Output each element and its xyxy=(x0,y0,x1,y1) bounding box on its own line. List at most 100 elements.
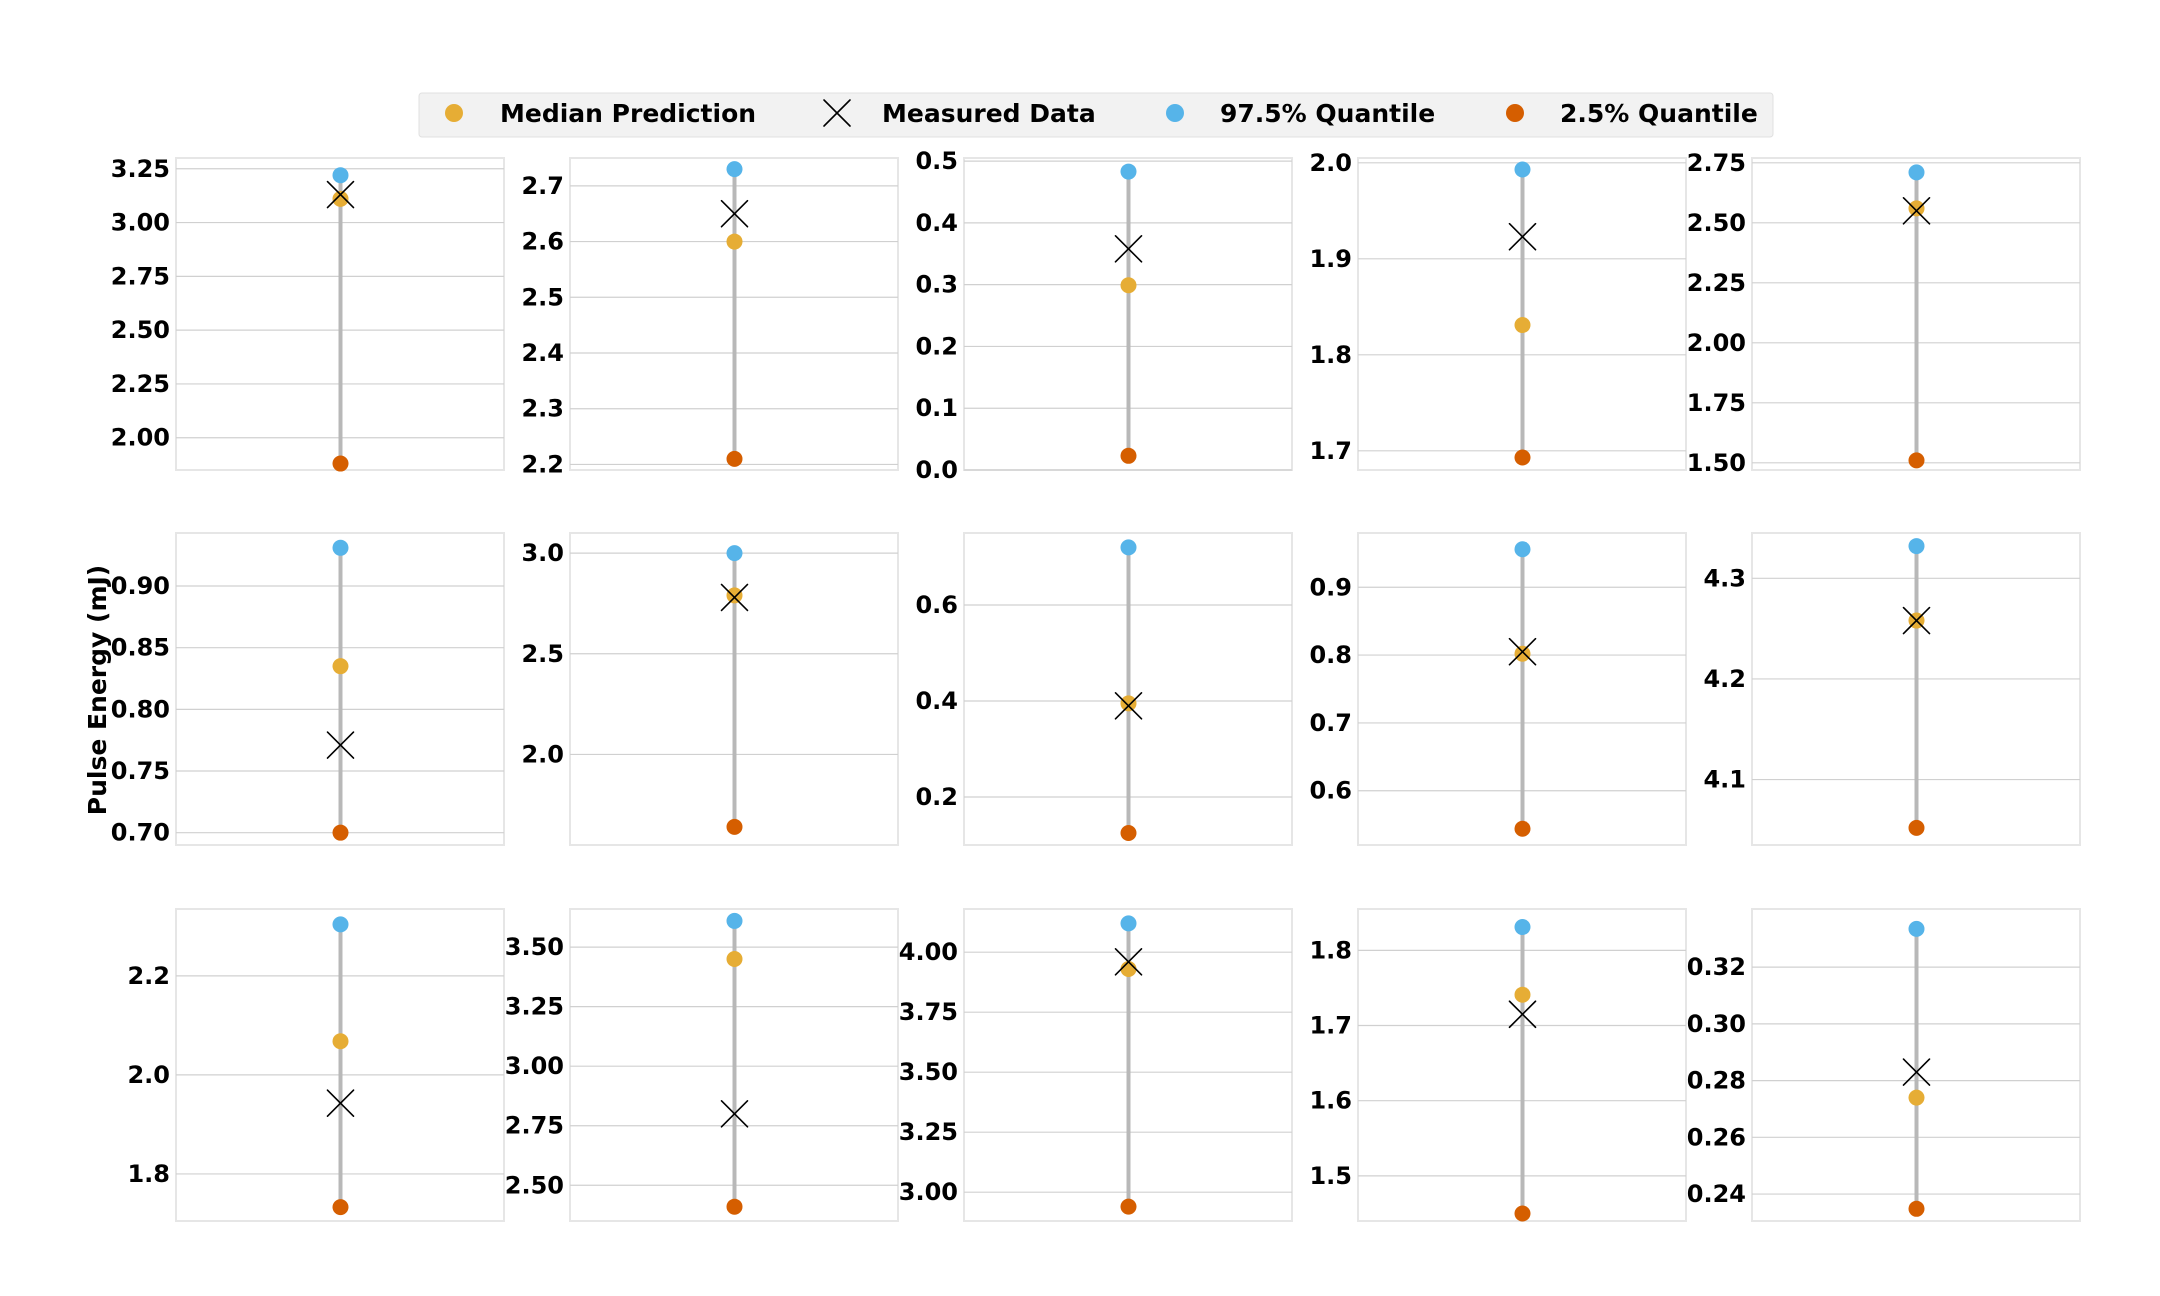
legend-box xyxy=(418,92,1774,138)
y-tick-label: 1.5 xyxy=(1309,1162,1352,1190)
q975-point xyxy=(726,545,743,562)
panel-5: 1.50 1.75 2.00 2.25 2.50 2.75 xyxy=(1687,149,2081,477)
median-point xyxy=(1514,986,1531,1003)
panel-2: 2.2 2.3 2.4 2.5 2.6 2.7 xyxy=(521,157,899,478)
y-tick-label: 0.4 xyxy=(915,209,958,237)
median-point xyxy=(332,190,349,207)
measured-point xyxy=(326,731,355,759)
y-tick-label: 2.2 xyxy=(127,962,170,990)
panel-1: 2.00 2.25 2.50 2.75 3.00 3.25 xyxy=(111,155,505,472)
y-tick-label: 2.75 xyxy=(1687,149,1746,177)
panel-3: 0.0 0.1 0.2 0.3 0.4 0.5 xyxy=(915,147,1293,484)
measured-point xyxy=(1114,691,1143,720)
y-tick-label: 0.5 xyxy=(915,147,958,175)
y-tick-label: 2.0 xyxy=(1309,149,1352,177)
measured-point xyxy=(1508,1000,1537,1029)
q025-point xyxy=(332,1199,349,1216)
y-tick-label: 1.7 xyxy=(1309,1012,1352,1040)
q975-point xyxy=(1514,161,1531,178)
q025-point xyxy=(1908,1200,1925,1217)
q025-point xyxy=(332,455,349,472)
panel-14: 1.5 1.6 1.7 1.8 xyxy=(1309,908,1687,1222)
legend-marker-q975 xyxy=(1166,104,1184,122)
legend-marker-q025 xyxy=(1506,104,1524,122)
y-tick-label: 1.9 xyxy=(1309,245,1352,273)
y-tick-label: 1.50 xyxy=(1687,449,1746,477)
legend-label-median: Median Prediction xyxy=(500,99,756,128)
y-tick-label: 1.8 xyxy=(1309,341,1352,369)
panel-9: 0.6 0.7 0.8 0.9 xyxy=(1309,532,1687,846)
q975-point xyxy=(332,916,349,933)
median-point xyxy=(726,587,743,604)
y-tick-label: 0.6 xyxy=(915,591,958,619)
y-tick-label: 3.25 xyxy=(111,155,170,183)
panel-15: 0.24 0.26 0.28 0.30 0.32 xyxy=(1687,908,2081,1222)
y-tick-label: 0.32 xyxy=(1687,953,1746,981)
y-tick-label: 3.0 xyxy=(521,539,564,567)
y-tick-label: 4.00 xyxy=(899,938,958,966)
y-tick-label: 1.6 xyxy=(1309,1087,1352,1115)
measured-point xyxy=(720,199,749,228)
legend-marker-measured xyxy=(823,99,851,127)
median-point xyxy=(726,951,743,968)
y-tick-label: 2.00 xyxy=(111,424,170,452)
q025-point xyxy=(1908,452,1925,469)
q025-point xyxy=(1120,825,1137,841)
y-tick-label: 2.4 xyxy=(521,339,564,367)
q025-point xyxy=(726,1198,743,1215)
y-tick-label: 2.5 xyxy=(521,640,564,668)
y-tick-label: 0.2 xyxy=(915,783,958,811)
q025-point xyxy=(1514,449,1531,466)
q025-point xyxy=(332,824,349,841)
y-tick-label: 0.24 xyxy=(1687,1180,1746,1208)
median-point xyxy=(332,1033,349,1050)
q975-point xyxy=(1908,538,1925,555)
y-tick-label: 1.75 xyxy=(1687,389,1746,417)
y-tick-label: 3.75 xyxy=(899,998,958,1026)
y-tick-label: 3.50 xyxy=(505,933,564,961)
measured-point xyxy=(1508,222,1537,251)
panel-13: 3.00 3.25 3.50 3.75 4.00 xyxy=(899,908,1293,1222)
measured-point xyxy=(1114,235,1143,263)
legend-label-measured: Measured Data xyxy=(882,99,1096,128)
median-point xyxy=(1120,961,1137,977)
median-point xyxy=(1908,1089,1925,1106)
panel-6: 0.70 0.75 0.80 0.85 0.90 xyxy=(111,532,505,847)
measured-point xyxy=(1508,637,1537,666)
y-tick-label: 3.25 xyxy=(899,1118,958,1146)
y-tick-label: 2.7 xyxy=(521,172,564,200)
q025-point xyxy=(726,450,743,467)
q025-point xyxy=(726,818,743,835)
y-tick-label: 0.2 xyxy=(915,332,958,360)
y-tick-label: 0.4 xyxy=(915,687,958,715)
y-tick-label: 2.5 xyxy=(521,283,564,311)
y-tick-label: 2.50 xyxy=(111,316,170,344)
y-tick-label: 2.25 xyxy=(111,370,170,398)
y-tick-label: 1.8 xyxy=(1309,936,1352,964)
q975-point xyxy=(726,161,743,178)
q975-point xyxy=(1908,164,1925,181)
q975-point xyxy=(1120,163,1137,180)
legend-label-q025: 2.5% Quantile xyxy=(1560,99,1758,128)
median-point xyxy=(1514,317,1531,334)
y-tick-label: 0.8 xyxy=(1309,641,1352,669)
y-tick-label: 2.6 xyxy=(521,228,564,256)
legend-marker-median xyxy=(445,104,463,122)
y-tick-label: 2.75 xyxy=(111,262,170,290)
y-tick-label: 3.50 xyxy=(899,1058,958,1086)
measured-point xyxy=(326,180,355,209)
y-tick-label: 2.0 xyxy=(127,1061,170,1089)
y-tick-label: 0.28 xyxy=(1687,1067,1746,1095)
q975-point xyxy=(726,912,743,929)
y-tick-label: 2.25 xyxy=(1687,269,1746,297)
y-tick-label: 4.2 xyxy=(1703,665,1746,693)
y-tick-label: 0.70 xyxy=(111,819,170,847)
y-tick-label: 3.00 xyxy=(505,1052,564,1080)
y-tick-label: 3.25 xyxy=(505,993,564,1021)
median-point xyxy=(1514,645,1531,662)
panel-10: 4.1 4.2 4.3 xyxy=(1703,532,2081,846)
q025-point xyxy=(1120,1198,1137,1215)
y-tick-label: 1.8 xyxy=(127,1160,170,1188)
median-point xyxy=(1120,695,1137,712)
q975-point xyxy=(1514,919,1531,936)
